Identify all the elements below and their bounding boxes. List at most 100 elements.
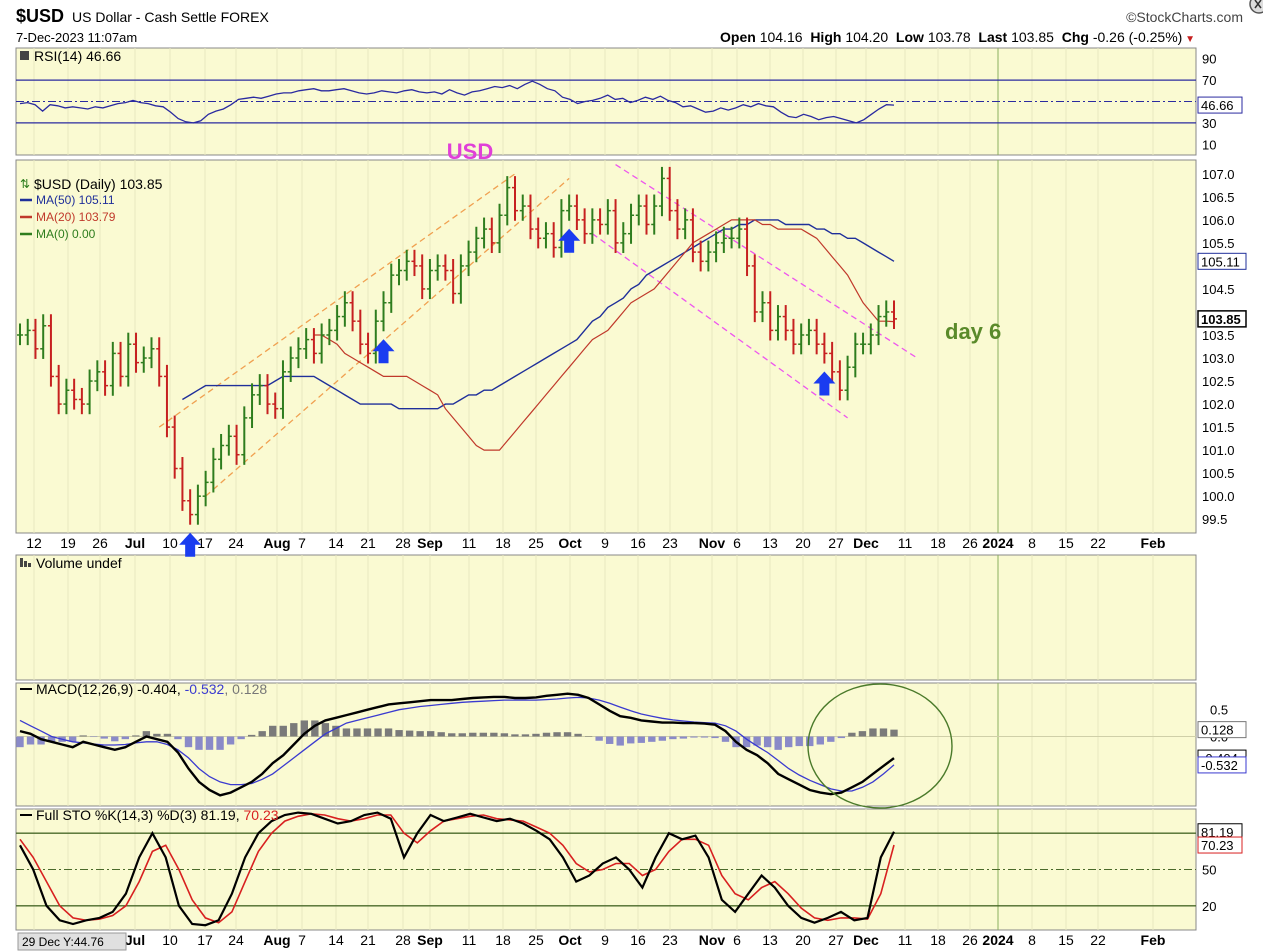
price-title: $USD (Daily) 103.85 bbox=[34, 176, 163, 192]
macd-histogram-bar bbox=[426, 731, 435, 737]
annotation-usd: USD bbox=[447, 139, 493, 164]
macd-histogram-bar bbox=[479, 732, 488, 737]
macd-title-part: , 0.128 bbox=[224, 681, 267, 697]
price-bar bbox=[689, 208, 696, 263]
price-bar bbox=[705, 240, 712, 272]
downchannel-lower-line bbox=[591, 233, 848, 419]
symbol-label: $USD bbox=[16, 6, 65, 26]
annotation-circle bbox=[807, 683, 953, 809]
x-tick-label: 14 bbox=[328, 535, 344, 551]
up-arrow-icon bbox=[813, 371, 836, 396]
macd-histogram-bar bbox=[132, 735, 140, 737]
macd-histogram-bar bbox=[216, 736, 224, 750]
macd-histogram-bar bbox=[395, 730, 403, 737]
price-bar bbox=[550, 222, 557, 258]
macd-histogram-bar bbox=[300, 720, 308, 737]
volume-icon-bar bbox=[28, 563, 31, 567]
price-bar bbox=[697, 240, 704, 272]
price-bar bbox=[512, 176, 519, 221]
x-tick-label: 23 bbox=[662, 535, 678, 551]
macd-histogram-bar bbox=[753, 736, 761, 746]
open-value: 104.16 bbox=[759, 29, 803, 45]
price-bar bbox=[295, 337, 302, 369]
chg-value: -0.26 (-0.25%) bbox=[1092, 29, 1183, 45]
price-bar bbox=[767, 291, 774, 341]
x-tick-label-bottom: 17 bbox=[197, 932, 213, 948]
price-bar bbox=[651, 194, 658, 235]
macd-histogram-bar bbox=[669, 736, 677, 740]
x-tick-label: 22 bbox=[1090, 535, 1106, 551]
macd-histogram-bar bbox=[595, 736, 603, 741]
price-bar bbox=[249, 383, 256, 429]
price-bar bbox=[774, 305, 781, 341]
price-bar bbox=[380, 291, 387, 332]
price-bar bbox=[883, 300, 890, 327]
macd-histogram-bar bbox=[226, 736, 235, 745]
copyright-icon: © bbox=[1126, 9, 1137, 25]
price-tick-label: 104.5 bbox=[1202, 282, 1235, 297]
price-bar bbox=[117, 341, 124, 387]
macd-histogram-bar bbox=[79, 735, 87, 737]
x-tick-label-bottom: Aug bbox=[263, 932, 290, 948]
rsi-title-icon bbox=[20, 51, 29, 60]
price-bar bbox=[63, 378, 70, 415]
annotation-day6: day 6 bbox=[945, 319, 1001, 344]
price-bar bbox=[47, 314, 54, 387]
open-label: Open bbox=[720, 29, 756, 45]
panel-macd bbox=[15, 682, 1197, 807]
sto-title-part: 70.23 bbox=[243, 807, 278, 823]
price-bar bbox=[40, 314, 47, 359]
macd-histogram-bar bbox=[679, 736, 688, 739]
price-tick-label: 99.5 bbox=[1202, 512, 1227, 527]
macd-tick-label: 0.5 bbox=[1210, 703, 1228, 718]
macd-histogram-bar bbox=[195, 736, 203, 750]
price-bar bbox=[148, 337, 155, 369]
macd-histogram-bar bbox=[26, 736, 35, 745]
price-bar bbox=[744, 217, 751, 277]
price-bar bbox=[527, 194, 534, 240]
price-bar bbox=[225, 424, 232, 456]
macd-histogram-bar bbox=[700, 736, 709, 738]
macd-histogram-bar bbox=[637, 736, 645, 743]
price-bar bbox=[643, 194, 650, 235]
macd-histogram-bar bbox=[384, 728, 393, 737]
volume-icon-bar bbox=[24, 561, 27, 567]
x-tick-label-bottom: 13 bbox=[762, 932, 778, 948]
close-icon[interactable] bbox=[1245, 0, 1263, 16]
instrument-name: US Dollar - Cash Settle FOREX bbox=[72, 9, 269, 25]
macd-histogram-bar bbox=[521, 734, 530, 737]
macd-line bbox=[19, 692, 895, 797]
price-bar bbox=[589, 208, 596, 244]
macd-histogram-bar bbox=[68, 736, 77, 742]
macd-histogram-bar bbox=[269, 725, 277, 737]
x-tick-label-bottom: 18 bbox=[930, 932, 946, 948]
crosshair-readout-label: 29 Dec Y:44.76 bbox=[22, 935, 104, 949]
x-tick-label: 13 bbox=[762, 535, 778, 551]
macd-title-part: -0.532 bbox=[185, 681, 225, 697]
rsi-tick-label: 10 bbox=[1202, 137, 1216, 152]
macd-histogram-bar bbox=[290, 723, 298, 737]
x-tick-label: 10 bbox=[162, 535, 178, 551]
macd-histogram-bar bbox=[606, 736, 614, 744]
price-bar bbox=[202, 470, 209, 507]
macd-histogram-bar bbox=[279, 725, 287, 737]
x-tick-label-bottom: 7 bbox=[298, 932, 306, 948]
rsi-tick-label: 70 bbox=[1202, 73, 1216, 88]
macd-histogram-bar bbox=[658, 736, 667, 741]
price-tick-label: 106.5 bbox=[1202, 190, 1235, 205]
price-bar bbox=[829, 341, 836, 382]
macd-histogram-bar bbox=[448, 733, 456, 737]
price-bar bbox=[349, 291, 356, 332]
price-bar bbox=[666, 166, 673, 221]
volume-title: Volume undef bbox=[20, 555, 122, 571]
price-bar bbox=[125, 332, 132, 387]
price-tick-label: 102.0 bbox=[1202, 397, 1235, 412]
crosshair-readout-box bbox=[17, 932, 127, 951]
sto-last-label: 81.19 bbox=[1201, 825, 1234, 840]
price-bar bbox=[365, 332, 372, 364]
ohlc-readout: Open 104.16 High 104.20 Low 103.78 Last … bbox=[720, 29, 1195, 45]
instrument-title: US Dollar - Cash Settle bbox=[72, 9, 217, 25]
x-tick-label-bottom: 15 bbox=[1058, 932, 1074, 948]
price-bar bbox=[674, 199, 681, 240]
